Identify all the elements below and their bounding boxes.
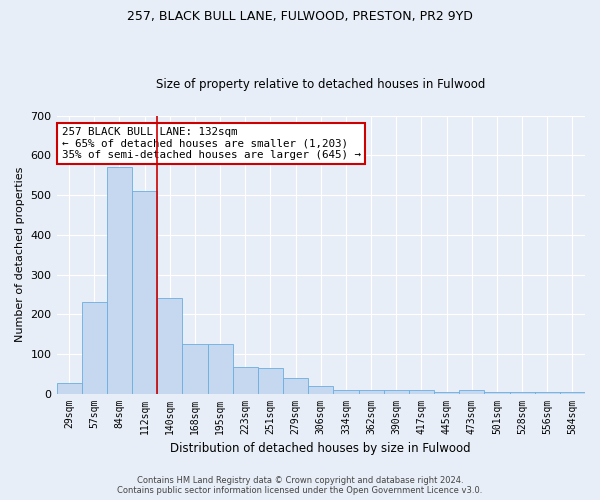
Bar [233, 366, 258, 394]
Bar [434, 392, 459, 394]
Title: Size of property relative to detached houses in Fulwood: Size of property relative to detached ho… [156, 78, 485, 91]
Bar [208, 344, 233, 394]
Bar [308, 386, 334, 394]
Bar [383, 390, 409, 394]
Bar [258, 368, 283, 394]
Y-axis label: Number of detached properties: Number of detached properties [15, 167, 25, 342]
Bar [182, 344, 208, 394]
Bar [484, 392, 509, 394]
Bar [82, 302, 107, 394]
Bar [509, 392, 535, 394]
Bar [107, 168, 132, 394]
Text: 257, BLACK BULL LANE, FULWOOD, PRESTON, PR2 9YD: 257, BLACK BULL LANE, FULWOOD, PRESTON, … [127, 10, 473, 23]
Text: Contains HM Land Registry data © Crown copyright and database right 2024.
Contai: Contains HM Land Registry data © Crown c… [118, 476, 482, 495]
Text: 257 BLACK BULL LANE: 132sqm
← 65% of detached houses are smaller (1,203)
35% of : 257 BLACK BULL LANE: 132sqm ← 65% of det… [62, 127, 361, 160]
Bar [283, 378, 308, 394]
Bar [157, 298, 182, 394]
Bar [56, 383, 82, 394]
X-axis label: Distribution of detached houses by size in Fulwood: Distribution of detached houses by size … [170, 442, 471, 455]
Bar [409, 390, 434, 394]
Bar [359, 390, 383, 394]
Bar [459, 390, 484, 394]
Bar [560, 392, 585, 394]
Bar [535, 392, 560, 394]
Bar [334, 390, 359, 394]
Bar [132, 191, 157, 394]
